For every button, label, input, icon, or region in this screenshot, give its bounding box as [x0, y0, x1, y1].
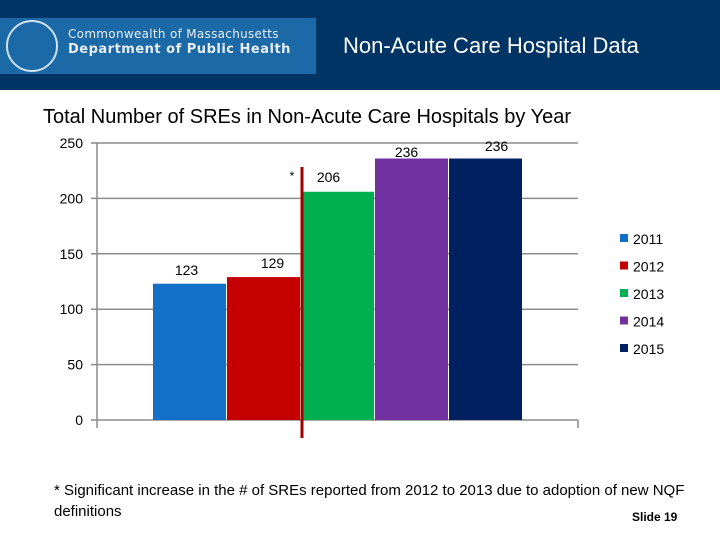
- data-label: 236: [485, 138, 509, 154]
- y-tick-label: 250: [60, 135, 84, 151]
- page-title: Non-Acute Care Hospital Data: [343, 33, 639, 58]
- header-banner: Commonwealth of Massachusetts Department…: [0, 0, 720, 90]
- bar-2011: [153, 283, 226, 420]
- dph-logo: Commonwealth of Massachusetts Department…: [0, 18, 316, 74]
- data-label: 129: [261, 255, 285, 271]
- slide-number: Slide 19: [632, 510, 678, 524]
- legend-label: 2011: [633, 231, 663, 247]
- data-label: 206: [317, 169, 341, 185]
- legend-swatch: [620, 316, 628, 325]
- bar-2014: [375, 158, 448, 420]
- legend-swatch: [620, 234, 628, 242]
- y-tick-label: 100: [60, 301, 84, 317]
- legend-swatch: [620, 261, 628, 270]
- legend-label: 2012: [633, 259, 664, 275]
- y-tick-label: 0: [75, 412, 83, 428]
- annotation-asterisk: *: [290, 169, 295, 183]
- bar-2013: [301, 191, 374, 420]
- bar-2012: [227, 277, 300, 420]
- seal-icon: [6, 20, 58, 72]
- data-label: 236: [395, 144, 419, 160]
- legend-label: 2015: [633, 341, 664, 357]
- logo-line1: Commonwealth of Massachusetts: [68, 27, 279, 41]
- chart-title: Total Number of SREs in Non-Acute Care H…: [43, 106, 572, 128]
- bar-2015: [449, 158, 522, 420]
- y-tick-label: 50: [67, 357, 83, 373]
- y-tick-label: 200: [60, 190, 84, 206]
- legend-label: 2014: [633, 314, 664, 330]
- legend-swatch: [620, 289, 628, 297]
- footnote: * Significant increase in the # of SREs …: [54, 482, 685, 520]
- y-tick-label: 150: [60, 246, 84, 262]
- legend-label: 2013: [633, 286, 664, 302]
- legend-swatch: [620, 344, 628, 352]
- data-label: 123: [175, 262, 199, 278]
- logo-line2: Department of Public Health: [68, 42, 291, 57]
